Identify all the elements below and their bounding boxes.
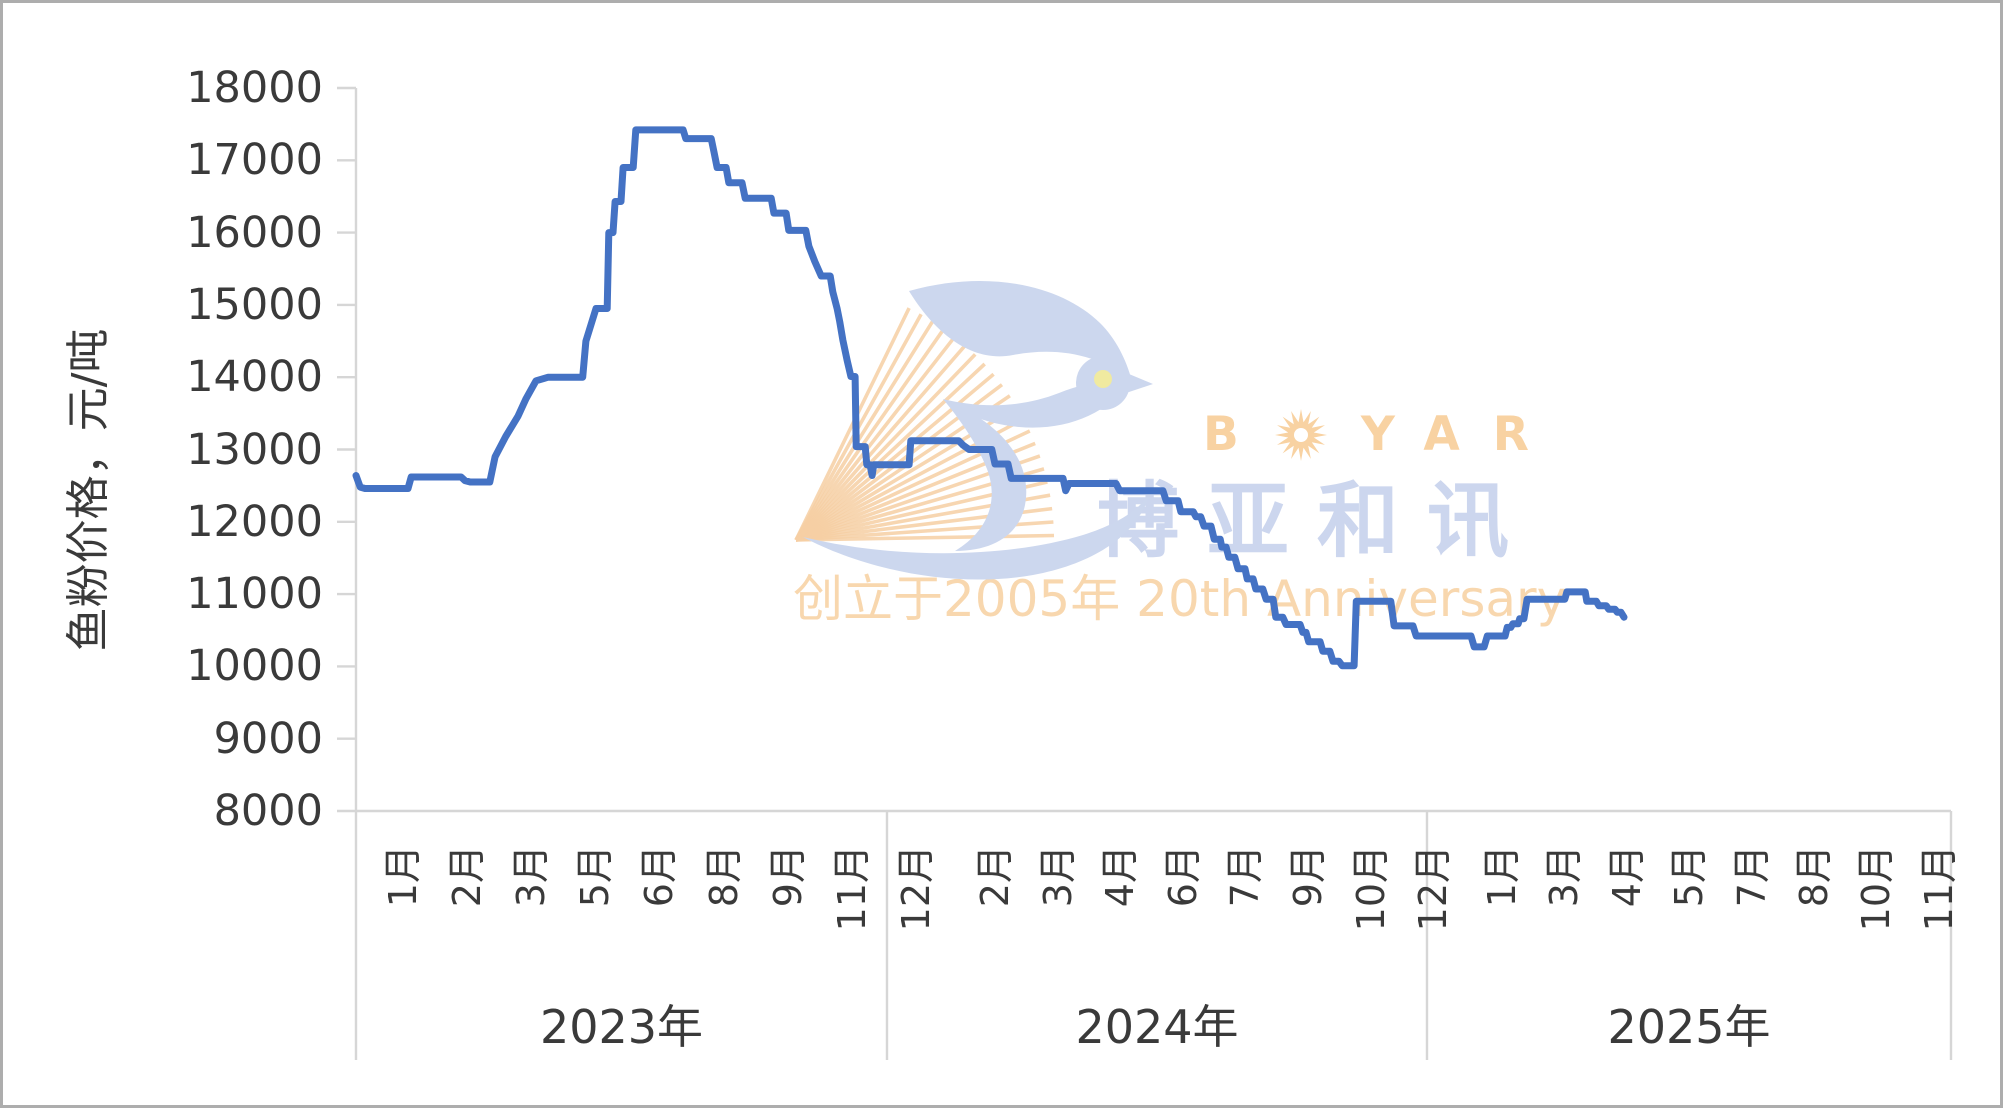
x-tick-label-month: 12月 [1411,845,1456,932]
x-tick-label-month: 1月 [1480,845,1524,908]
bird-eye-icon [1094,370,1112,388]
x-tick-label-month: 6月 [1160,845,1205,908]
x-tick-label-month: 8月 [1792,845,1836,908]
x-axis-year-label-2024: 2024年 [1075,1000,1239,1054]
y-tick-label: 15000 [186,279,323,330]
x-tick-label-month: 12月 [893,845,938,932]
axes [337,86,1953,1060]
x-tick-label-month: 7月 [1223,845,1268,908]
x-tick-label-month: 11月 [1916,845,1961,932]
x-tick-label-month: 5月 [1667,845,1712,908]
x-tick-label-month: 9月 [1286,845,1330,908]
y-tick-label: 10000 [186,641,323,692]
x-axis-year-label-2023: 2023年 [539,1000,704,1054]
y-tick-label: 12000 [186,496,323,547]
price-line-chart [337,86,1953,1060]
x-tick-label-month: 9月 [765,845,810,908]
x-tick-label-month: 5月 [573,845,618,908]
y-tick-label: 9000 [213,713,323,764]
watermark-anniversary: 创立于2005年 20th Anniversary [793,570,1567,628]
x-tick-label-month: 3月 [1035,845,1080,908]
y-tick-label: 16000 [186,207,323,258]
y-tick-label: 13000 [186,424,323,475]
x-axis-year-label-2025: 2025年 [1607,1000,1771,1054]
y-tick-label: 11000 [186,569,323,620]
y-tick-label: 14000 [186,352,323,403]
bird-watermark-icon [803,281,1153,580]
x-tick-label-month: 4月 [1098,845,1143,908]
x-tick-label-month: 3月 [1542,845,1587,908]
x-tick-label-month: 1月 [381,845,425,908]
boyar-letters-yar: YAR [1360,407,1562,462]
y-tick-label: 17000 [186,135,323,186]
x-tick-label-month: 2月 [445,845,490,908]
x-tick-label-month: 10月 [1348,845,1393,932]
x-tick-label-month: 10月 [1854,845,1899,932]
x-tick-label-month: 6月 [637,845,682,908]
x-tick-label-month: 3月 [509,845,554,908]
boyar-letter-b: B [1203,407,1241,462]
y-tick-label: 8000 [213,786,323,836]
watermark-boyar: B YAR [1203,407,1562,462]
sun-icon [1274,408,1327,461]
x-tick-label-month: 4月 [1604,845,1649,908]
y-axis-title: 鱼粉价格，元/吨 [63,328,114,652]
x-tick-label-month: 2月 [973,845,1017,908]
x-tick-label-month: 8月 [701,845,746,908]
fishmeal-price-line [352,126,1628,670]
x-tick-label-month: 7月 [1729,845,1774,908]
x-tick-label-month: 11月 [829,845,874,932]
y-tick-label: 18000 [186,63,323,113]
